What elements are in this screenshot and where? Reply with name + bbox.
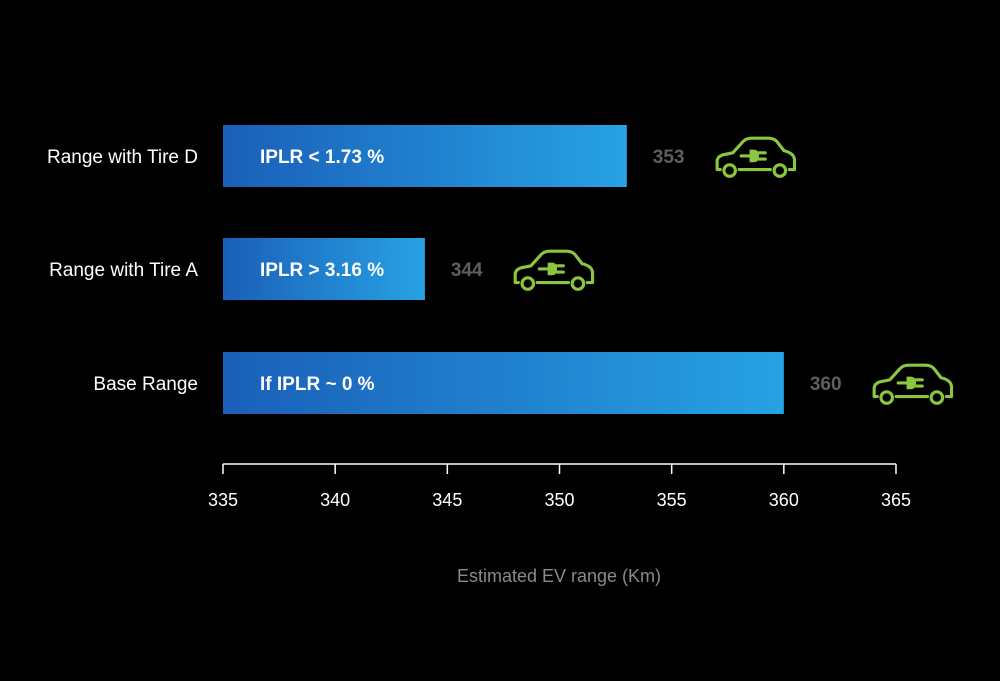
bar <box>223 125 627 187</box>
x-tick-label: 345 <box>432 490 462 510</box>
electric-car-icon <box>715 136 797 178</box>
x-tick-label: 355 <box>657 490 687 510</box>
value-label: 353 <box>653 147 685 168</box>
x-axis: 335 340 345 350 355 360 365 <box>208 463 911 510</box>
x-tick-label: 365 <box>881 490 911 510</box>
bar-label: If IPLR ~ 0 % <box>260 374 375 395</box>
electric-car-icon <box>872 363 954 405</box>
x-tick-label: 360 <box>769 490 799 510</box>
category-label: Base Range <box>93 374 198 395</box>
x-tick-label: 335 <box>208 490 238 510</box>
bar-label: IPLR > 3.16 % <box>260 260 384 281</box>
x-axis-title: Estimated EV range (Km) <box>457 566 661 586</box>
bars-layer: Range with Tire D IPLR < 1.73 % 353 Range w… <box>47 125 954 414</box>
bar <box>223 238 425 300</box>
value-label: 344 <box>451 260 483 281</box>
electric-car-icon <box>513 249 595 291</box>
x-tick-label: 350 <box>544 490 574 510</box>
category-label: Range with Tire A <box>49 260 198 281</box>
value-label: 360 <box>810 374 842 395</box>
bar-label: IPLR < 1.73 % <box>260 147 384 168</box>
category-label: Range with Tire D <box>47 147 198 168</box>
bar <box>223 352 784 414</box>
x-tick-label: 340 <box>320 490 350 510</box>
